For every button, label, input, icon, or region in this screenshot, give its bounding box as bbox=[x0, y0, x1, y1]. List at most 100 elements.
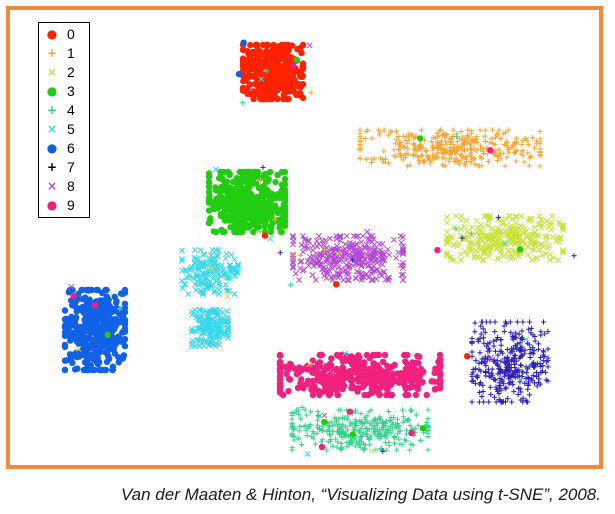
data-point-digit-1 bbox=[506, 145, 512, 151]
data-point-digit-2 bbox=[509, 254, 516, 261]
data-point-digit-1 bbox=[467, 146, 473, 152]
data-point-digit-3 bbox=[278, 168, 286, 176]
data-point-digit-5 bbox=[209, 340, 216, 347]
data-point-digit-3 bbox=[255, 223, 262, 231]
data-point-digit-4 bbox=[298, 441, 305, 448]
data-point-digit-4 bbox=[290, 423, 296, 429]
data-point-digit-5 bbox=[225, 318, 231, 325]
data-point-digit-3 bbox=[253, 180, 260, 188]
data-point-digit-3 bbox=[247, 216, 255, 223]
data-point-digit-1 bbox=[480, 148, 486, 155]
data-point-digit-5 bbox=[204, 314, 211, 320]
data-point-digit-5 bbox=[189, 343, 195, 349]
legend-label: 9 bbox=[67, 197, 75, 213]
data-point-digit-1 bbox=[471, 155, 477, 162]
data-point-digit-6 bbox=[61, 307, 69, 314]
data-point-digit-3 bbox=[205, 179, 213, 186]
data-point-digit-9 bbox=[321, 367, 328, 374]
data-point-digit-1 bbox=[438, 127, 444, 133]
data-point-digit-5 bbox=[209, 275, 216, 282]
data-point-digit-8 bbox=[338, 266, 345, 273]
legend-label: 7 bbox=[67, 159, 75, 175]
data-point-digit-3 bbox=[246, 168, 253, 176]
data-point-digit-1 bbox=[502, 163, 508, 169]
data-point-digit-9 bbox=[402, 358, 409, 365]
data-point-digit-2 bbox=[530, 239, 537, 246]
data-point-digit-0 bbox=[333, 281, 340, 288]
data-point-digit-5 bbox=[198, 288, 204, 295]
data-point-digit-7 bbox=[496, 391, 502, 397]
data-point-digit-5 bbox=[204, 315, 211, 322]
data-point-digit-6 bbox=[98, 341, 106, 349]
data-point-digit-5 bbox=[210, 257, 217, 263]
data-point-digit-9 bbox=[381, 351, 389, 359]
data-point-digit-8 bbox=[332, 256, 339, 263]
data-point-digit-1 bbox=[432, 152, 438, 158]
data-point-digit-3 bbox=[242, 187, 249, 194]
data-point-digit-2 bbox=[511, 241, 518, 247]
data-point-digit-5 bbox=[200, 259, 207, 266]
data-point-digit-1 bbox=[423, 147, 430, 154]
data-point-digit-4 bbox=[394, 447, 400, 453]
data-point-digit-0 bbox=[295, 81, 303, 88]
data-point-digit-3 bbox=[236, 182, 243, 189]
data-point-digit-3 bbox=[222, 186, 229, 193]
data-point-digit-2 bbox=[528, 215, 535, 222]
data-point-digit-9 bbox=[436, 364, 444, 371]
data-point-digit-4 bbox=[423, 419, 430, 425]
data-point-digit-8 bbox=[400, 248, 406, 254]
data-point-digit-2 bbox=[463, 217, 470, 224]
data-point-digit-4 bbox=[391, 435, 397, 441]
data-point-digit-4 bbox=[326, 423, 333, 430]
data-point-digit-7 bbox=[492, 319, 498, 325]
data-point-digit-3 bbox=[246, 174, 253, 181]
legend-label: 6 bbox=[67, 140, 75, 156]
data-point-digit-1 bbox=[468, 158, 474, 164]
data-point-digit-1 bbox=[413, 133, 419, 139]
data-point-digit-2 bbox=[471, 253, 478, 259]
data-point-digit-0 bbox=[263, 41, 270, 49]
data-point-digit-8 bbox=[336, 270, 343, 277]
data-point-digit-1 bbox=[376, 132, 383, 138]
data-point-digit-1 bbox=[385, 160, 391, 166]
data-point-digit-1 bbox=[489, 136, 495, 142]
data-point-digit-4 bbox=[326, 432, 333, 438]
data-point-digit-7 bbox=[504, 363, 511, 369]
data-point-digit-1 bbox=[454, 147, 460, 153]
data-point-digit-7 bbox=[514, 319, 520, 325]
data-point-digit-1 bbox=[537, 128, 543, 134]
legend-entry-7: + 7 bbox=[39, 158, 91, 176]
data-point-digit-8 bbox=[320, 246, 327, 253]
data-point-digit-2 bbox=[547, 219, 554, 226]
legend-marker-cross-icon: × bbox=[46, 122, 58, 136]
data-point-digit-7 bbox=[498, 387, 504, 393]
data-point-digit-7 bbox=[478, 359, 485, 365]
data-point-digit-5 bbox=[235, 263, 241, 269]
data-point-digit-4 bbox=[364, 425, 370, 431]
data-point-digit-9 bbox=[431, 386, 439, 393]
data-point-digit-3 bbox=[226, 170, 233, 177]
data-point-digit-1 bbox=[406, 137, 412, 143]
data-point-digit-2 bbox=[508, 234, 515, 241]
data-point-digit-0 bbox=[247, 90, 254, 98]
data-point-digit-7 bbox=[519, 328, 525, 334]
data-point-digit-2 bbox=[478, 234, 485, 241]
data-point-digit-4 bbox=[362, 420, 368, 426]
legend-marker-dot-icon: ● bbox=[46, 141, 58, 155]
data-point-digit-9 bbox=[318, 351, 325, 359]
data-point-digit-4 bbox=[287, 282, 293, 288]
data-point-digit-3 bbox=[244, 208, 251, 215]
data-point-digit-6 bbox=[81, 306, 88, 313]
data-point-digit-4 bbox=[289, 420, 295, 426]
data-point-digit-9 bbox=[348, 384, 355, 392]
data-point-digit-4 bbox=[453, 134, 460, 140]
data-point-digit-8 bbox=[488, 354, 495, 361]
data-point-digit-7 bbox=[470, 377, 476, 383]
data-point-digit-4 bbox=[328, 419, 334, 425]
data-point-digit-1 bbox=[455, 144, 461, 150]
data-point-digit-7 bbox=[479, 393, 485, 400]
data-point-digit-8 bbox=[312, 277, 319, 283]
data-point-digit-4 bbox=[344, 427, 351, 433]
data-point-digit-7 bbox=[472, 320, 478, 326]
data-point-digit-1 bbox=[514, 135, 520, 141]
